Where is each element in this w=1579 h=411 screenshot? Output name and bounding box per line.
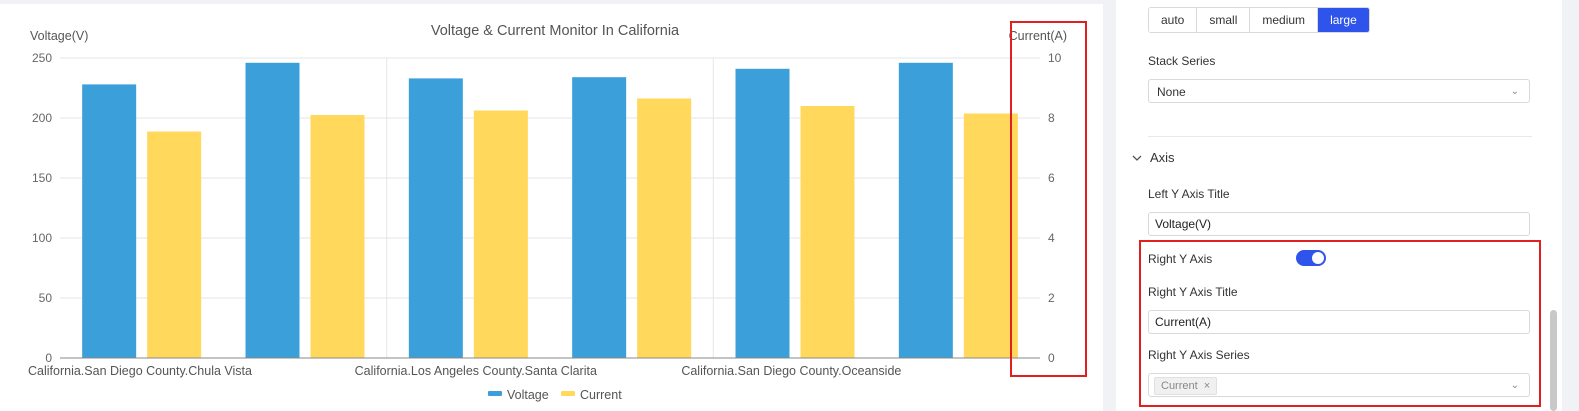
left-y-tick-label: 50: [39, 291, 53, 305]
right-y-axis-series-select[interactable]: Current × ⌄: [1148, 373, 1530, 397]
chart-svg: 0 50 100 150 200 250 0 2 4 6 8 10 California.San Die…: [28, 23, 1067, 402]
right-y-tick-label: 10: [1048, 51, 1062, 65]
right-y-axis-title-value: Current(A): [1155, 315, 1212, 329]
chart-title: Voltage & Current Monitor In California: [431, 23, 680, 39]
right-y-tick-label: 8: [1048, 111, 1055, 125]
axis-section-label: Axis: [1150, 150, 1175, 165]
legend-current-label: Current: [580, 388, 622, 402]
right-y-tick-label: 4: [1048, 231, 1055, 245]
divider: [1148, 136, 1532, 137]
current-bar: [310, 115, 365, 358]
settings-panel: auto small medium large Stack Series Non…: [1116, 0, 1562, 411]
series-tag-label: Current: [1161, 380, 1198, 392]
left-y-tick-label: 250: [32, 51, 52, 65]
voltage-bar: [245, 62, 300, 359]
left-y-axis-title-input[interactable]: Voltage(V): [1148, 212, 1530, 236]
voltage-bar: [735, 68, 790, 359]
chevron-down-icon: ⌄: [1510, 86, 1519, 97]
stack-series-label: Stack Series: [1148, 54, 1216, 68]
right-y-tick-label: 6: [1048, 171, 1055, 185]
x-tick-label: California.San Diego County.Chula Vista: [28, 364, 252, 378]
left-axis-title: Voltage(V): [30, 29, 88, 43]
current-bar: [473, 110, 528, 358]
right-y-axis-series-label: Right Y Axis Series: [1148, 348, 1250, 362]
right-y-axis-title-label: Right Y Axis Title: [1148, 285, 1238, 299]
stack-series-select[interactable]: None ⌄: [1148, 79, 1530, 103]
size-auto-button[interactable]: auto: [1149, 8, 1198, 32]
voltage-bar: [82, 84, 137, 359]
left-y-axis-title-value: Voltage(V): [1155, 217, 1212, 231]
right-y-tick-label: 0: [1048, 351, 1055, 365]
left-y-tick-label: 100: [32, 231, 52, 245]
series-tag: Current ×: [1154, 377, 1218, 395]
toggle-knob: [1312, 252, 1324, 264]
chart-panel: 0 50 100 150 200 250 0 2 4 6 8 10 California.San Die…: [0, 4, 1103, 411]
legend-current-swatch: [561, 391, 575, 396]
chevron-down-icon: ⌄: [1510, 380, 1519, 391]
right-y-axis-title-input[interactable]: Current(A): [1148, 310, 1530, 334]
voltage-bar: [898, 62, 953, 359]
left-y-tick-label: 0: [45, 351, 52, 365]
left-y-tick-label: 200: [32, 111, 52, 125]
size-small-button[interactable]: small: [1197, 8, 1251, 32]
right-axis-title: Current(A): [1009, 29, 1067, 43]
size-medium-button[interactable]: medium: [1250, 8, 1319, 32]
legend-voltage-swatch: [488, 391, 502, 396]
scrollbar[interactable]: [1550, 310, 1557, 411]
current-bar: [800, 106, 855, 358]
current-bar: [147, 131, 202, 358]
axis-section-header[interactable]: Axis: [1132, 150, 1175, 165]
stack-series-value: None: [1157, 85, 1186, 99]
size-large-button[interactable]: large: [1318, 8, 1369, 32]
right-y-axis-toggle[interactable]: [1296, 250, 1326, 266]
size-button-group: auto small medium large: [1148, 7, 1370, 33]
left-y-axis-title-label: Left Y Axis Title: [1148, 187, 1230, 201]
x-tick-label: California.San Diego County.Oceanside: [681, 364, 901, 378]
current-bar: [637, 98, 692, 358]
current-bar: [963, 113, 1018, 358]
right-y-tick-label: 2: [1048, 291, 1055, 305]
chevron-down-icon: [1132, 155, 1142, 161]
x-tick-label: California.Los Angeles County.Santa Clar…: [355, 364, 597, 378]
right-y-axis-label: Right Y Axis: [1148, 252, 1213, 266]
voltage-bar: [408, 78, 463, 359]
voltage-bar: [572, 77, 627, 358]
left-y-tick-label: 150: [32, 171, 52, 185]
close-icon[interactable]: ×: [1203, 380, 1211, 392]
legend-voltage-label: Voltage: [507, 388, 549, 402]
